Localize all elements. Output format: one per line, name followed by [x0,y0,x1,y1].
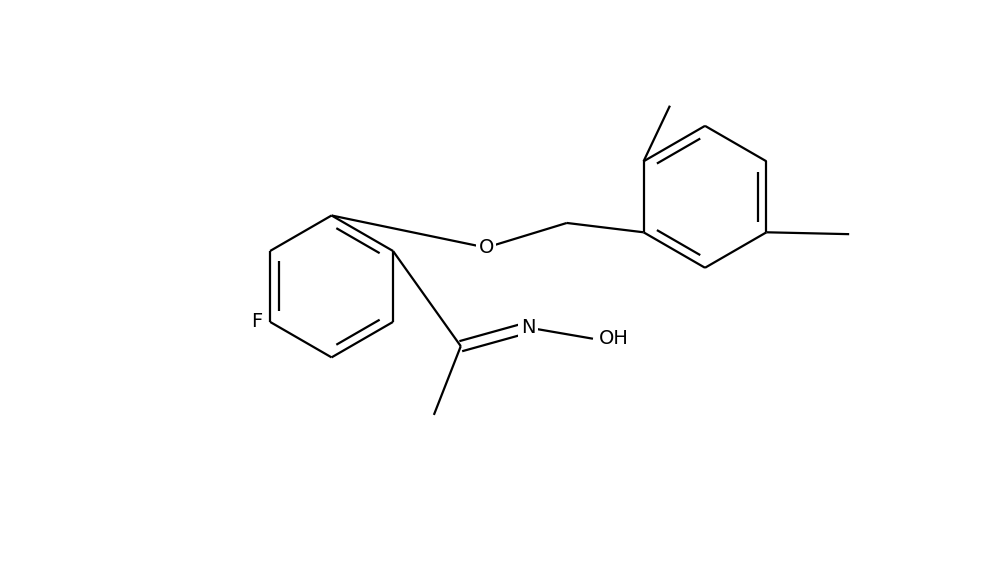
Text: N: N [521,318,535,337]
Text: OH: OH [599,329,628,348]
Text: F: F [251,313,263,331]
Text: O: O [478,238,493,257]
